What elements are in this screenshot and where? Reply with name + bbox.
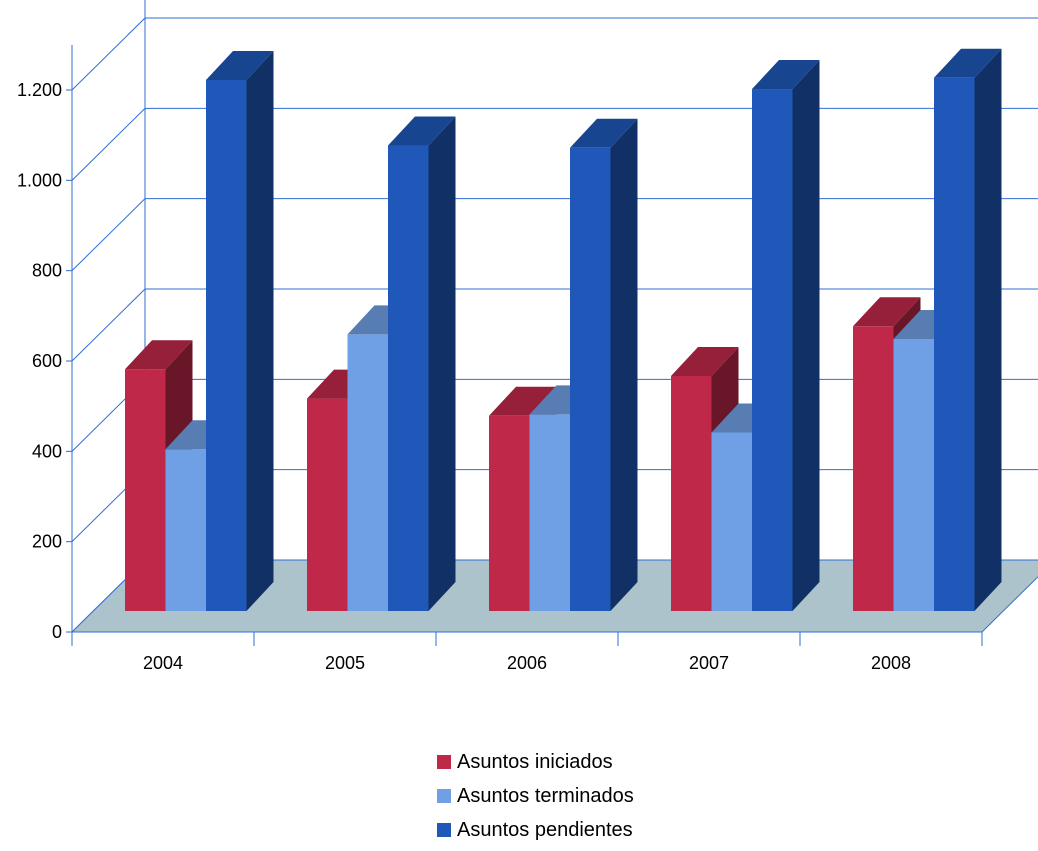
y-tick-label: 200 xyxy=(32,532,62,552)
bar-top xyxy=(489,386,557,416)
y-tick-label: 1.000 xyxy=(17,170,62,190)
legend-swatch-pendientes xyxy=(437,823,451,837)
legend-item-pendientes: Asuntos pendientes xyxy=(437,813,634,847)
bar-side xyxy=(792,60,820,611)
axes-group: 0 200 400 600 800 1.000 1.200 2004 2005 2006 2007 2… xyxy=(17,80,983,673)
bar-front xyxy=(529,414,570,611)
bar-top xyxy=(388,116,456,146)
x-tick-label: 2007 xyxy=(689,653,729,673)
side-gridline xyxy=(71,198,146,272)
bar-front xyxy=(570,147,611,611)
x-tick-label: 2005 xyxy=(325,653,365,673)
bar-front xyxy=(165,449,206,611)
bar-top xyxy=(934,48,1002,78)
y-tick-label: 600 xyxy=(32,351,62,371)
bar-top xyxy=(671,347,739,377)
bar-top xyxy=(752,60,820,90)
bar-2007-2 xyxy=(752,60,820,611)
bar-side xyxy=(974,48,1002,612)
bar-top xyxy=(853,297,921,327)
bar-front xyxy=(752,89,793,611)
bar-front xyxy=(125,369,166,611)
bar-front xyxy=(388,145,429,612)
legend-swatch-terminados xyxy=(437,789,451,803)
bar-2004-2 xyxy=(206,51,274,611)
side-gridline xyxy=(71,288,146,362)
y-tick-label: 400 xyxy=(32,441,62,461)
y-tick-label: 1.200 xyxy=(17,80,62,100)
bar-front xyxy=(934,77,975,612)
bar-front xyxy=(206,80,247,611)
legend-item-iniciados: Asuntos iniciados xyxy=(437,745,634,779)
legend: Asuntos iniciados Asuntos terminados Asu… xyxy=(437,745,634,847)
bar-2008-2 xyxy=(934,48,1002,612)
legend-item-terminados: Asuntos terminados xyxy=(437,779,634,813)
x-tick-label: 2006 xyxy=(507,653,547,673)
bar-top xyxy=(125,340,193,370)
y-tick-label: 800 xyxy=(32,261,62,281)
legend-label-iniciados: Asuntos iniciados xyxy=(457,750,613,773)
bar-side xyxy=(246,51,274,611)
bar-front xyxy=(711,432,752,611)
bar-front xyxy=(307,398,348,611)
legend-label-pendientes: Asuntos pendientes xyxy=(457,818,633,841)
bar-front xyxy=(671,376,712,611)
legend-swatch-iniciados xyxy=(437,755,451,769)
x-tick-label: 2004 xyxy=(143,653,183,673)
y-tick-label: 0 xyxy=(52,622,62,642)
chart-svg: 0 200 400 600 800 1.000 1.200 2004 2005 2006 2007 2… xyxy=(17,0,1038,673)
legend-label-terminados: Asuntos terminados xyxy=(457,784,634,807)
bar-2005-2 xyxy=(388,116,456,612)
side-gridline xyxy=(71,107,146,181)
x-tick-label: 2008 xyxy=(871,653,911,673)
bar-front xyxy=(893,338,934,611)
bar-top xyxy=(206,51,274,80)
bar-front xyxy=(347,334,388,611)
bars-group xyxy=(125,48,1002,612)
bar-top xyxy=(570,118,638,148)
bar-side xyxy=(428,116,456,612)
side-gridline xyxy=(71,17,146,91)
bar-side xyxy=(610,118,638,611)
bar-front xyxy=(489,415,530,611)
bar-front xyxy=(853,326,894,611)
bar-2006-2 xyxy=(570,118,638,611)
